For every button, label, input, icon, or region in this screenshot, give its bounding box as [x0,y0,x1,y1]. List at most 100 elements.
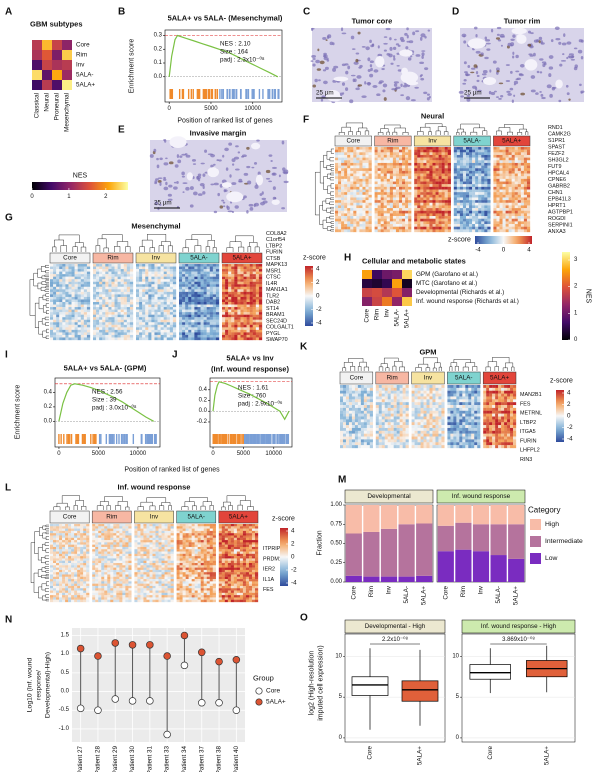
heat-cell [237,291,241,295]
heat-cell [399,165,403,169]
heat-cell [185,324,189,328]
heat-cell [74,299,78,303]
heat-cell [408,224,412,227]
heat-cell [68,329,72,333]
heat-cell [362,154,366,158]
heat-cell [344,208,348,211]
heat-cell [402,210,406,214]
heat-cell [188,289,192,293]
heat-cell [423,157,427,161]
heat-cell [148,327,152,331]
heat-cell [444,154,448,158]
heat-cell [185,337,189,341]
col-label: Inv [384,308,391,317]
heat-cell [441,176,445,180]
heat-cell [487,168,491,172]
heat-cell [53,302,57,305]
heat-cell [197,291,201,295]
heat-cell [71,337,75,341]
heat-cell [169,337,174,341]
heat-cell [231,281,235,285]
nucleus [515,54,519,59]
heat-cell [405,197,409,201]
heat-cell [136,279,140,282]
nucleus [511,99,514,104]
heat-cell [335,170,339,174]
heat-cell [392,218,397,222]
heat-cell [56,307,60,310]
heat-cell [96,304,100,308]
heat-cell [344,154,348,158]
heat-cell [126,276,131,280]
heat-cell [166,332,170,336]
heat-cell [478,152,482,156]
heat-cell [511,154,515,158]
heat-cell [62,294,66,298]
heat-cell [157,334,161,338]
nucleus [272,186,276,190]
heat-cell [240,276,244,280]
heat-cell [102,294,106,298]
nucleus [324,66,329,70]
nucleus [320,98,324,102]
heat-cell [200,307,204,310]
heat-cell [508,218,512,222]
nucleus [515,70,520,73]
heat-cell [478,200,482,203]
heat-cell [123,264,127,267]
heat-cell [59,337,63,341]
heat-cell [209,294,213,298]
heat-cell [426,178,430,182]
heat-cell [188,271,192,275]
heat-cell [102,332,106,336]
heat-cell [444,160,448,164]
heat-cell [105,271,109,275]
heat-cell [347,162,351,166]
heat-cell [432,224,436,227]
nucleus [168,184,173,188]
heat-cell [432,210,436,214]
heat-cell [408,205,412,209]
heat-cell [347,224,351,227]
heat-cell [487,208,491,211]
heat-cell [511,197,515,201]
heat-cell [96,322,100,325]
heat-cell [429,184,433,187]
heat-cell [120,304,124,308]
heat-cell [59,302,63,305]
heat-cell [353,178,357,182]
heat-cell [83,304,88,308]
heat-cell [420,218,424,222]
heat-cell [426,162,430,166]
heat-cell [466,194,470,198]
heat-cell [380,184,384,187]
heat-cell [377,160,381,164]
heat-cell [408,192,412,195]
heat-cell [157,329,161,333]
colorbar [475,236,532,244]
heat-cell [188,309,192,313]
heat-cell [222,264,226,267]
group-bar [49,252,91,264]
heat-cell [408,208,412,211]
heat-cell [377,192,381,195]
nucleus [424,67,429,71]
heat-cell [386,173,390,177]
heat-cell [481,192,485,195]
nucleus [219,205,224,209]
heat-cell [341,160,345,164]
heat-cell [157,294,161,298]
heat-cell [129,294,134,298]
heat-cell [197,284,201,287]
gene-label: CHN1 [548,190,563,196]
heat-cell [462,173,467,177]
heat-cell [472,202,476,206]
heat-cell [203,327,207,331]
heat-cell [493,170,497,174]
heat-cell [191,337,195,341]
heat-cell [505,205,509,209]
heat-cell [255,279,260,282]
heat-cell [206,279,210,282]
heat-cell [188,274,192,277]
heat-cell [120,284,124,287]
